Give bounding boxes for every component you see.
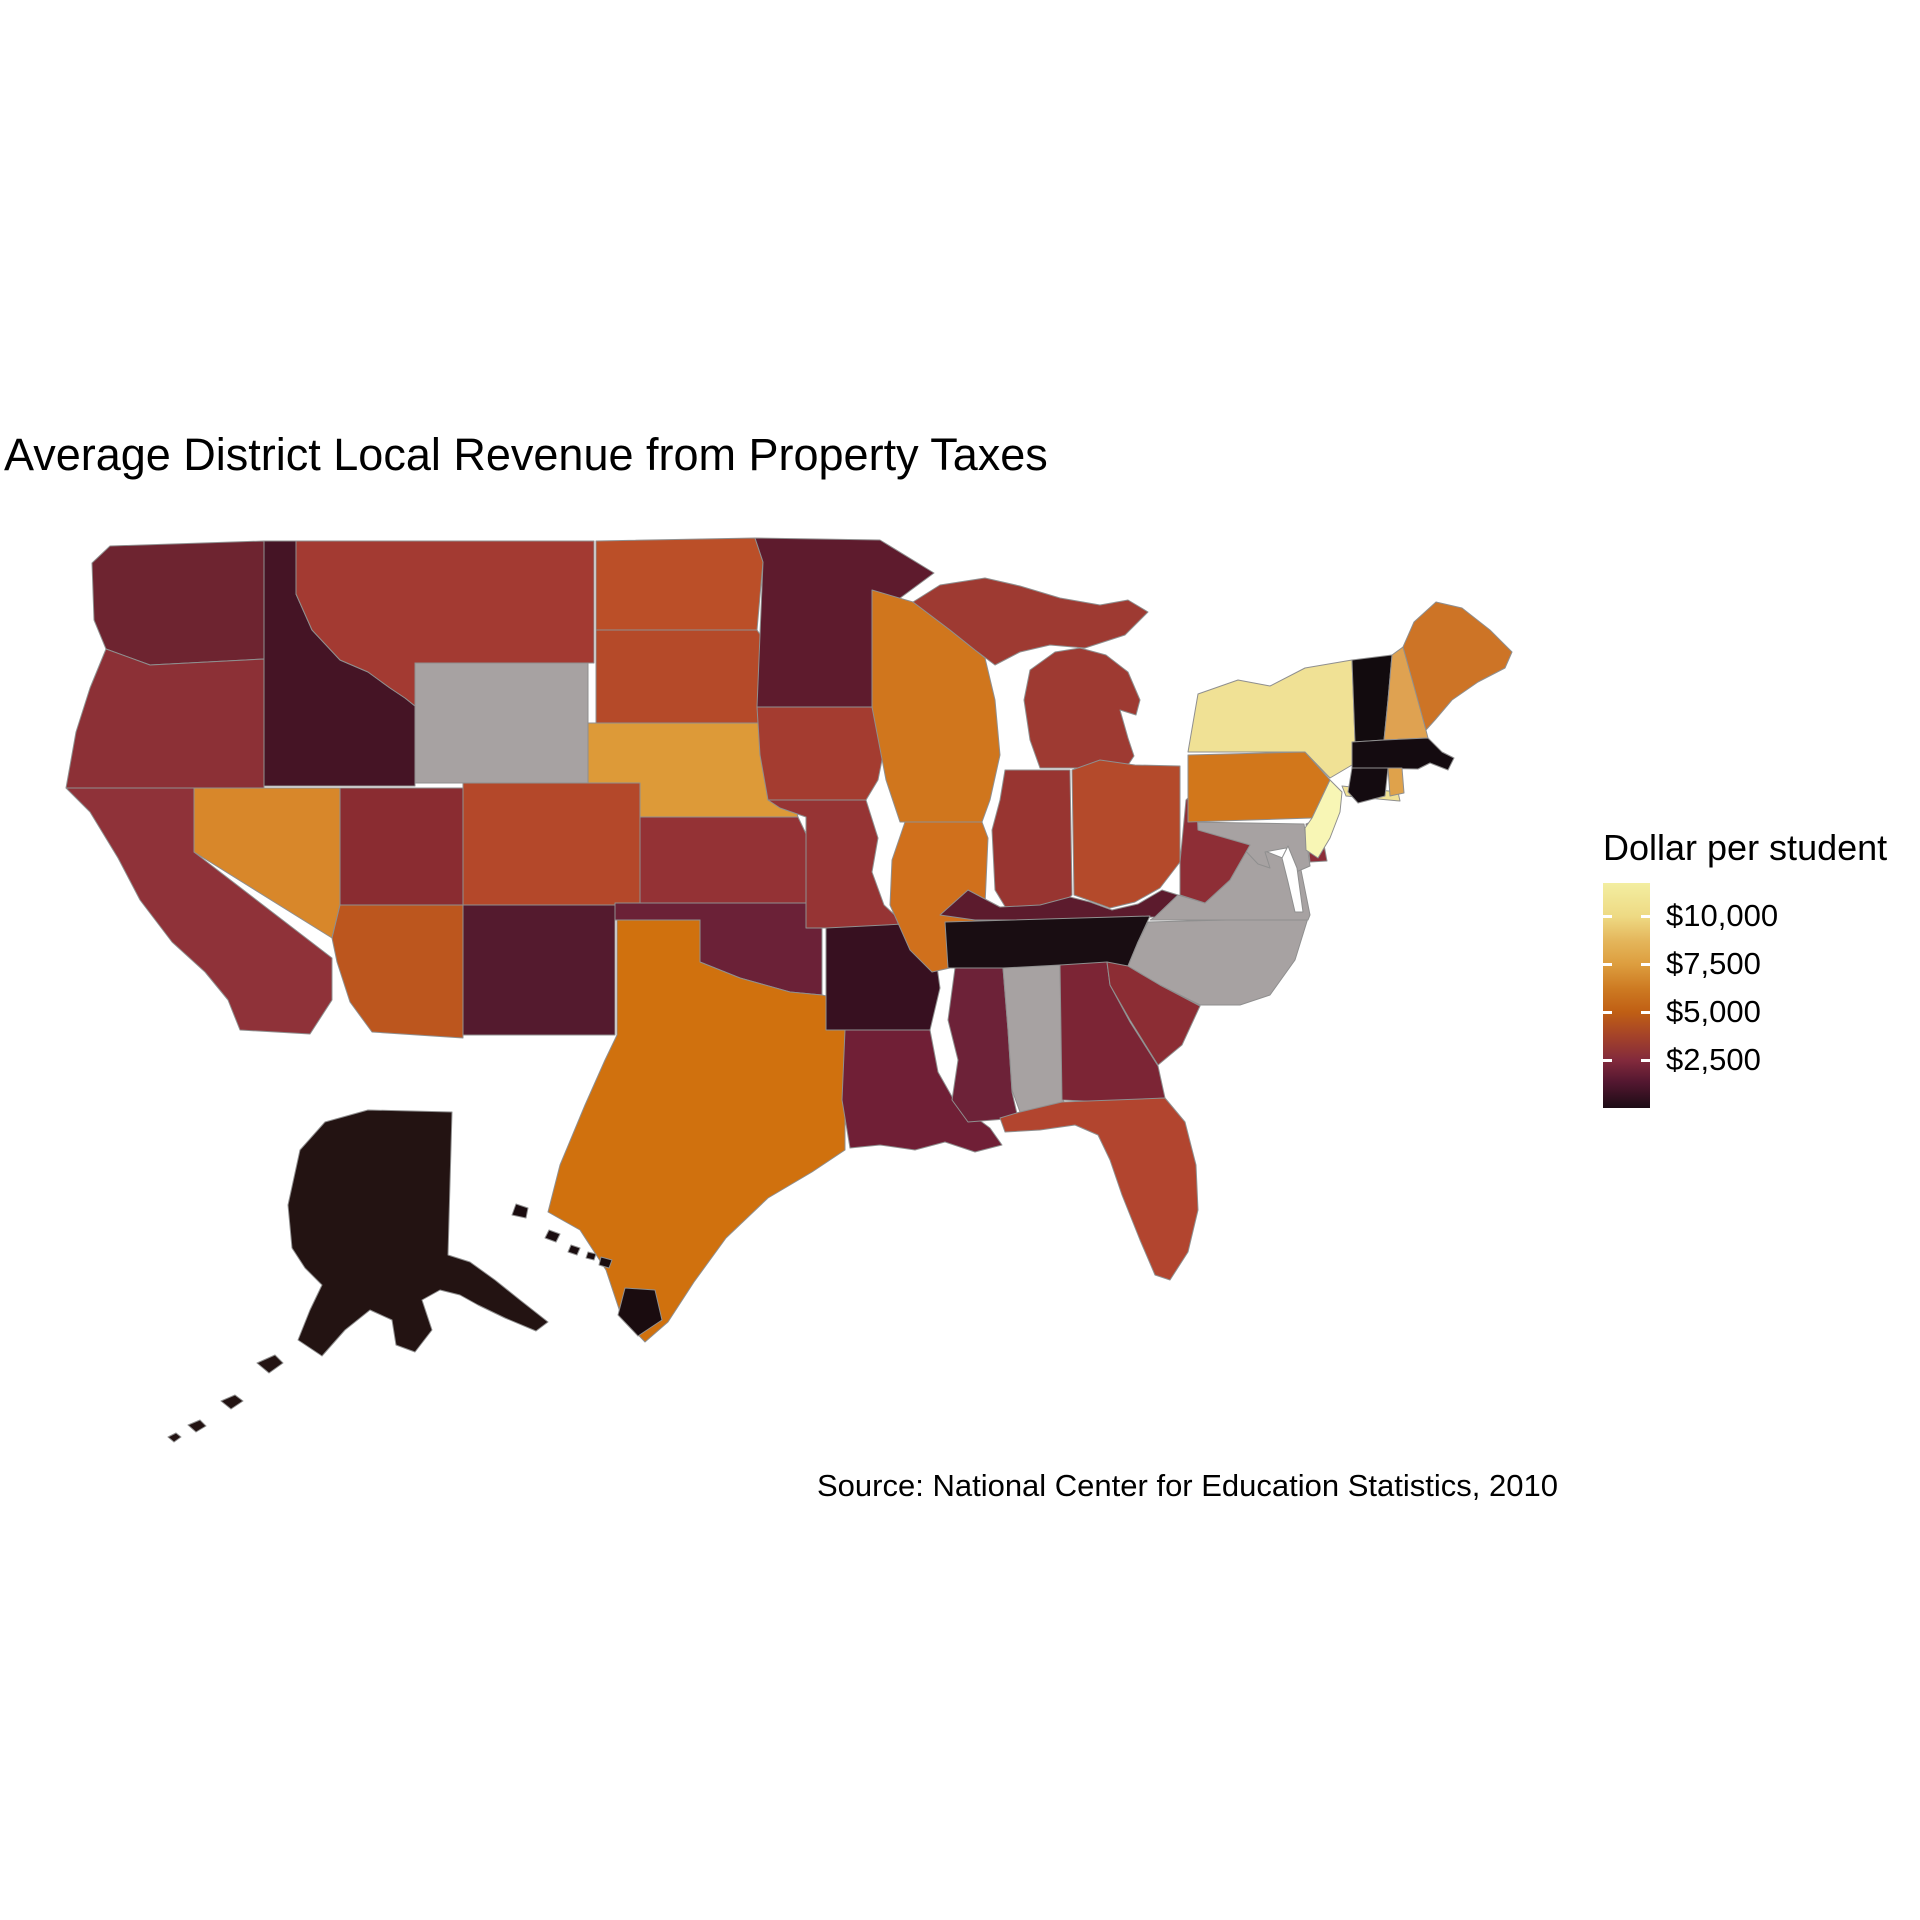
state-ri: Rhode Island: $7600 <box>1387 767 1405 797</box>
chesapeake-bay <box>1281 845 1304 913</box>
state-oh: Ohio: $4400 <box>1071 759 1181 909</box>
colorbar-tick-mark <box>1603 915 1612 918</box>
colorbar-tick-mark <box>1641 915 1650 918</box>
colorbar-tick-mark <box>1603 1011 1612 1014</box>
colorbar-tick-mark <box>1603 1059 1612 1062</box>
colorbar-tick-mark <box>1603 963 1612 966</box>
state-me: Maine: $6000 <box>1402 601 1513 731</box>
state-wa: Washington: $2200 <box>91 540 265 666</box>
state-az: Arizona: $4800 <box>331 904 464 1039</box>
state-ma: Massachusetts: $100 <box>1351 737 1455 771</box>
state-tn: Tennessee: $200 <box>944 915 1151 969</box>
states-layer: Washington: $2200Oregon: $2900California… <box>65 537 1513 1443</box>
colorbar-tick-label: $2,500 <box>1666 1042 1761 1077</box>
state-sd: South Dakota: $4400 <box>595 629 776 724</box>
state-in: Indiana: $3300 <box>991 769 1073 919</box>
colorbar-tick-label: $5,000 <box>1666 994 1761 1029</box>
state-ak: Alaska: $300 <box>167 1109 549 1443</box>
colorbar-tick-label: $7,500 <box>1666 946 1761 981</box>
state-ca: California: $3000 <box>65 787 333 1035</box>
state-ut: Utah: $2800 <box>339 787 464 906</box>
state-ct: Connecticut: $100 <box>1347 767 1389 804</box>
state-pa: Pennsylvania: $6200 <box>1187 751 1331 823</box>
state-ia: Iowa: $3900 <box>756 706 887 801</box>
state-mt: Montana: $3800 <box>295 540 595 707</box>
state-mi: Michigan: $3600 <box>912 577 1149 769</box>
state-nm: New Mexico: $1200 <box>462 904 616 1036</box>
state-fl: Florida: $4200 <box>999 1097 1199 1281</box>
legend-title: Dollar per student <box>1603 827 1888 868</box>
colorbar-tick-mark <box>1641 1059 1650 1062</box>
colorbar-tick-mark <box>1641 963 1650 966</box>
state-co: Colorado: $4300 <box>462 782 641 906</box>
state-nj: New Jersey: $11600 <box>1304 779 1343 859</box>
source-caption: Source: National Center for Education St… <box>817 1468 1558 1503</box>
colorbar-tick-mark <box>1641 1011 1650 1014</box>
state-tx: Texas: $5900 <box>547 919 846 1343</box>
state-la: Louisiana: $2100 <box>841 1029 1003 1153</box>
state-nd: North Dakota: $4600 <box>595 537 764 631</box>
chart-title: Average District Local Revenue from Prop… <box>4 429 1048 480</box>
state-nc: North Carolina: NA <box>1127 917 1309 1006</box>
state-or: Oregon: $2900 <box>65 648 265 789</box>
state-hi: Hawaii: $100 <box>511 1203 663 1337</box>
state-wy: Wyoming: NA <box>414 662 589 784</box>
legend-colorbar <box>1603 883 1650 1108</box>
state-ks: Kansas: $3100 <box>639 816 809 904</box>
legend: Dollar per student <box>1603 828 1913 868</box>
colorbar-tick-label: $10,000 <box>1666 898 1779 933</box>
